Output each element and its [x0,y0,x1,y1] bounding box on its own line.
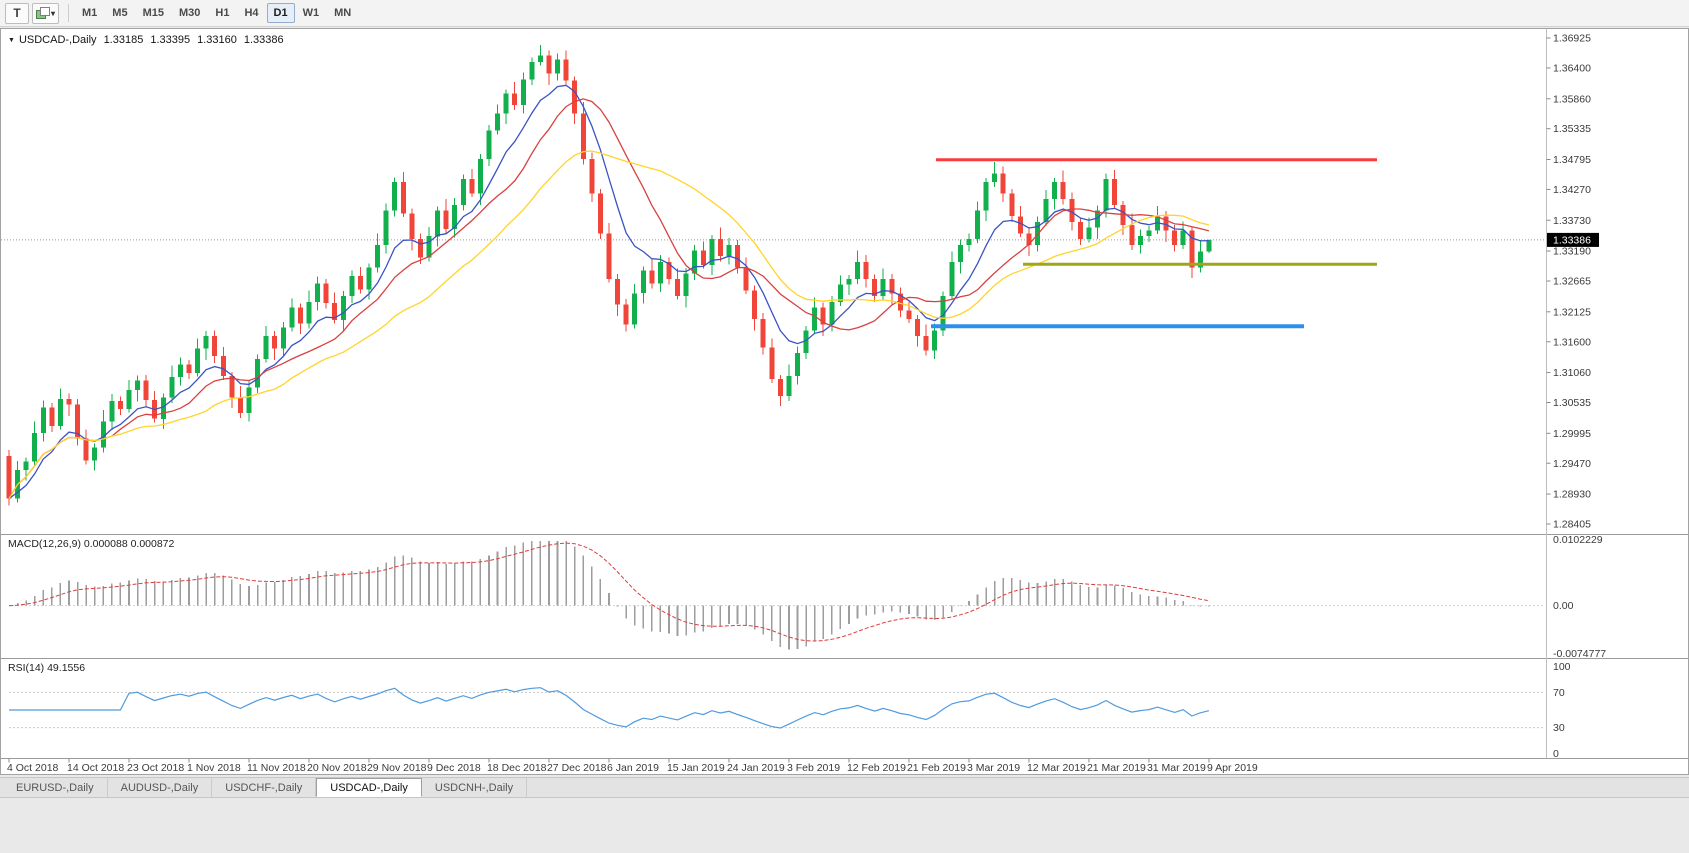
svg-text:12 Mar 2019: 12 Mar 2019 [1027,762,1086,774]
svg-text:15 Jan 2019: 15 Jan 2019 [667,762,725,774]
timeframe-m15-button[interactable]: M15 [136,3,171,23]
svg-text:1.29470: 1.29470 [1553,458,1591,470]
timeframe-m5-button[interactable]: M5 [105,3,134,23]
svg-text:1 Nov 2018: 1 Nov 2018 [187,762,241,774]
rsi-axis-labels: 100 70 30 0 [1553,661,1571,760]
svg-text:3 Mar 2019: 3 Mar 2019 [967,762,1020,774]
svg-text:0.0102229: 0.0102229 [1553,534,1603,546]
macd-histogram [16,541,1210,650]
svg-text:1.30535: 1.30535 [1553,397,1591,409]
svg-text:100: 100 [1553,661,1571,673]
moving-averages [8,84,1210,500]
timeframe-m30-button[interactable]: M30 [172,3,207,23]
svg-text:1.29995: 1.29995 [1553,428,1591,440]
svg-text:-0.0074777: -0.0074777 [1553,648,1606,660]
svg-text:1.34795: 1.34795 [1553,154,1591,166]
svg-text:1.32125: 1.32125 [1553,306,1591,318]
timeframe-h1-button[interactable]: H1 [208,3,236,23]
svg-text:1.33190: 1.33190 [1553,246,1591,258]
pane-separators [1,29,1688,759]
pane-level-lines [1,239,1545,729]
chart-tool-button[interactable]: T [5,2,29,24]
objects-dropdown-button[interactable]: ▾ [32,2,60,24]
svg-text:30: 30 [1553,722,1565,734]
svg-text:6 Jan 2019: 6 Jan 2019 [607,762,659,774]
svg-text:23 Oct 2018: 23 Oct 2018 [127,762,184,774]
ma-fast-line [8,84,1209,500]
svg-text:29 Nov 2018: 29 Nov 2018 [367,762,427,774]
rsi-line [9,687,1210,729]
svg-text:27 Dec 2018: 27 Dec 2018 [547,762,607,774]
chevron-down-icon: ▾ [51,8,56,18]
svg-text:21 Mar 2019: 21 Mar 2019 [1087,762,1146,774]
chart-tab-audusd[interactable]: AUDUSD-,Daily [108,778,213,797]
timeframe-group: M1 M5 M15 M30 H1 H4 D1 W1 MN [75,3,359,23]
text-tool-icon: T [13,6,21,20]
date-axis-labels: 4 Oct 2018 14 Oct 2018 23 Oct 2018 1 Nov 20… [7,758,1258,774]
timeframe-d1-button[interactable]: D1 [266,3,295,23]
chart-window: 1.36925 1.36400 1.35860 1.35335 1.34795 1.342… [0,28,1689,775]
svg-text:1.35860: 1.35860 [1553,93,1591,105]
chart-tab-usdcnh[interactable]: USDCNH-,Daily [422,778,528,797]
svg-text:1.34270: 1.34270 [1553,184,1591,196]
svg-text:20 Nov 2018: 20 Nov 2018 [307,762,367,774]
svg-text:12 Feb 2019: 12 Feb 2019 [847,762,906,774]
svg-text:9 Apr 2019: 9 Apr 2019 [1207,762,1258,774]
timeframe-mn-button[interactable]: MN [327,3,358,23]
svg-text:18 Dec 2018: 18 Dec 2018 [487,762,547,774]
svg-text:14 Oct 2018: 14 Oct 2018 [67,762,124,774]
svg-text:11 Nov 2018: 11 Nov 2018 [247,762,306,774]
svg-text:1.31600: 1.31600 [1553,336,1591,348]
svg-text:1.28405: 1.28405 [1553,519,1591,531]
macd-axis-labels: 0.0102229 0.00 -0.0074777 [1553,534,1606,660]
drawn-objects[interactable] [931,158,1377,329]
svg-text:24 Jan 2019: 24 Jan 2019 [727,762,785,774]
timeframe-m1-button[interactable]: M1 [75,3,104,23]
chart-tabs: EURUSD-,Daily AUDUSD-,Daily USDCHF-,Daily U… [0,777,1689,798]
timeframe-w1-button[interactable]: W1 [296,3,327,23]
svg-text:1.35335: 1.35335 [1553,123,1591,135]
svg-text:1.28930: 1.28930 [1553,489,1591,501]
toolbar: T ▾ M1 M5 M15 M30 H1 H4 D1 W1 MN [0,0,1689,27]
layers-icon [36,7,50,19]
svg-text:9 Dec 2018: 9 Dec 2018 [427,762,481,774]
svg-text:1.32665: 1.32665 [1553,276,1591,288]
toolbar-separator [68,4,70,22]
svg-text:1.33386: 1.33386 [1553,234,1591,246]
ma-mid-line [8,98,1210,499]
current-price-marker: 1.33386 [1547,232,1599,247]
svg-text:1.33730: 1.33730 [1553,215,1591,227]
ma-slow-line [8,150,1210,499]
price-chart-canvas[interactable]: 1.36925 1.36400 1.35860 1.35335 1.34795 1.342… [1,29,1689,774]
macd-signal-line [8,542,1209,642]
svg-text:4 Oct 2018: 4 Oct 2018 [7,762,59,774]
svg-text:1.36400: 1.36400 [1553,62,1591,74]
timeframe-h4-button[interactable]: H4 [237,3,265,23]
svg-text:31 Mar 2019: 31 Mar 2019 [1147,762,1206,774]
svg-text:1.31060: 1.31060 [1553,367,1591,379]
svg-text:1.36925: 1.36925 [1553,33,1591,45]
status-area [0,799,1689,853]
candles [6,45,1212,506]
svg-text:21 Feb 2019: 21 Feb 2019 [907,762,966,774]
svg-text:0.00: 0.00 [1553,600,1574,612]
svg-text:0: 0 [1553,748,1559,760]
chart-tab-usdcad[interactable]: USDCAD-,Daily [316,778,422,797]
svg-text:3 Feb 2019: 3 Feb 2019 [787,762,840,774]
chart-tab-usdchf[interactable]: USDCHF-,Daily [212,778,317,797]
svg-text:70: 70 [1553,687,1565,699]
chart-tab-eurusd[interactable]: EURUSD-,Daily [3,778,108,797]
price-axis-labels: 1.36925 1.36400 1.35860 1.35335 1.34795 1.342… [1546,33,1591,531]
